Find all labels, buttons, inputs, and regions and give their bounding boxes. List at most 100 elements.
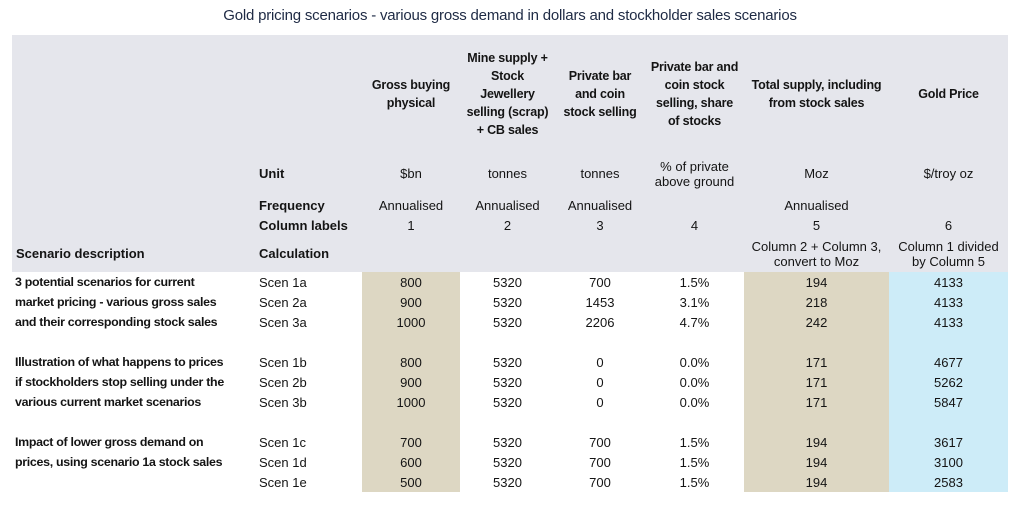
table-row: prices, using scenario 1a stock sales Sc… [12, 452, 1008, 472]
calculation-mine-supply [460, 235, 555, 272]
column-labels-row: Column labels 1 2 3 4 5 6 [12, 215, 1008, 235]
calculation-total-supply: Column 2 + Column 3, convert to Moz [744, 235, 889, 272]
corner-empty [12, 35, 255, 152]
col-header-private-bar-coin-share: Private bar and coin stock selling, shar… [645, 35, 744, 152]
scenario-description-cell [12, 412, 255, 432]
cell-mine-supply: 5320 [493, 354, 522, 370]
unit-gross-buying: $bn [362, 152, 460, 195]
scenario-label-cell: Scen 1b [259, 354, 307, 370]
cell-private-bar-coin: 700 [589, 434, 611, 450]
row-label-unit: Unit [255, 152, 362, 195]
cell-share-of-stocks: 0.0% [679, 394, 710, 410]
scenario-label-cell: Scen 1d [259, 454, 307, 470]
cell-share-of-stocks: 0.0% [679, 374, 710, 390]
cell-total-supply: 242 [744, 312, 889, 332]
calculation-private-bar-coin [555, 235, 645, 272]
scenario-label-cell: Scen 3a [259, 314, 307, 330]
column-number-2: 2 [460, 215, 555, 235]
scenario-label-cell: Scen 3b [259, 394, 307, 410]
scenario-label-cell [255, 412, 362, 432]
cell-share-of-stocks: 1.5% [679, 434, 710, 450]
scenario-description-cell: and their corresponding stock sales [15, 314, 218, 329]
cell-total-supply: 171 [744, 352, 889, 372]
unit-mine-supply: tonnes [460, 152, 555, 195]
row-label-column-labels: Column labels [255, 215, 362, 235]
empty-cell [12, 215, 255, 235]
table-row: Scen 1e 500 5320 700 1.5% 194 2583 [12, 472, 1008, 492]
col-header-private-bar-coin-selling: Private bar and coin stock selling [555, 35, 645, 152]
cell-share-of-stocks [645, 412, 744, 432]
cell-mine-supply: 5320 [493, 274, 522, 290]
scenario-description-heading: Scenario description [12, 235, 255, 272]
cell-gold-price: 5847 [889, 392, 1008, 412]
cell-gross-buying [362, 332, 460, 352]
scenario-description-cell: if stockholders stop selling under the [15, 374, 224, 389]
scenario-description-cell [12, 332, 255, 352]
cell-gold-price: 3617 [889, 432, 1008, 452]
cell-gold-price [889, 412, 1008, 432]
page-title: Gold pricing scenarios - various gross d… [223, 7, 797, 24]
cell-gold-price: 4133 [889, 292, 1008, 312]
calculation-row: Scenario description Calculation Column … [12, 235, 1008, 272]
column-header-row: Gross buying physical Mine supply + Stoc… [12, 35, 1008, 152]
row-label-calculation: Calculation [255, 235, 362, 272]
cell-gross-buying: 600 [362, 452, 460, 472]
empty-cell [12, 152, 255, 195]
scenario-description-cell: 3 potential scenarios for current [15, 274, 195, 289]
table-row: market pricing - various gross sales Sce… [12, 292, 1008, 312]
cell-gross-buying: 900 [362, 292, 460, 312]
scenario-label-cell [255, 332, 362, 352]
spacer-row [12, 332, 1008, 352]
cell-share-of-stocks: 4.7% [679, 314, 710, 330]
cell-total-supply [744, 332, 889, 352]
scenario-table: Gross buying physical Mine supply + Stoc… [12, 35, 1008, 492]
frequency-gross-buying: Annualised [362, 195, 460, 215]
cell-share-of-stocks: 1.5% [679, 454, 710, 470]
cell-mine-supply: 5320 [493, 434, 522, 450]
scenario-description-cell [12, 472, 255, 492]
cell-total-supply: 194 [744, 472, 889, 492]
col-header-gold-price: Gold Price [889, 35, 1008, 152]
cell-gross-buying: 900 [362, 372, 460, 392]
column-number-3: 3 [555, 215, 645, 235]
corner-empty [255, 35, 362, 152]
cell-total-supply: 194 [744, 272, 889, 292]
frequency-private-bar-coin: Annualised [555, 195, 645, 215]
cell-gross-buying: 1000 [362, 392, 460, 412]
unit-row: Unit $bn tonnes tonnes % of private abov… [12, 152, 1008, 195]
cell-share-of-stocks: 1.5% [679, 474, 710, 490]
cell-mine-supply: 5320 [493, 294, 522, 310]
cell-mine-supply: 5320 [493, 374, 522, 390]
cell-share-of-stocks: 0.0% [679, 354, 710, 370]
scenario-label-cell: Scen 2a [259, 294, 307, 310]
cell-private-bar-coin: 700 [589, 454, 611, 470]
scenario-description-cell: Impact of lower gross demand on [15, 434, 204, 449]
cell-total-supply [744, 412, 889, 432]
row-label-frequency: Frequency [255, 195, 362, 215]
col-header-mine-supply: Mine supply + Stock Jewellery selling (s… [460, 35, 555, 152]
col-header-gross-buying-physical: Gross buying physical [362, 35, 460, 152]
cell-mine-supply [460, 332, 555, 352]
scenario-label-cell: Scen 2b [259, 374, 307, 390]
cell-share-of-stocks: 3.1% [679, 294, 710, 310]
table-row: Illustration of what happens to prices S… [12, 352, 1008, 372]
cell-mine-supply [460, 412, 555, 432]
table-row: Impact of lower gross demand on Scen 1c … [12, 432, 1008, 452]
cell-total-supply: 194 [744, 432, 889, 452]
unit-total-supply: Moz [744, 152, 889, 195]
cell-gross-buying: 700 [362, 432, 460, 452]
cell-gross-buying: 500 [362, 472, 460, 492]
cell-gold-price: 3100 [889, 452, 1008, 472]
scenario-description-cell: various current market scenarios [15, 394, 201, 409]
cell-gold-price: 4133 [889, 312, 1008, 332]
scenario-description-cell: market pricing - various gross sales [15, 294, 217, 309]
cell-gold-price: 5262 [889, 372, 1008, 392]
cell-share-of-stocks [645, 332, 744, 352]
empty-cell [12, 195, 255, 215]
cell-private-bar-coin: 700 [589, 474, 611, 490]
cell-total-supply: 218 [744, 292, 889, 312]
cell-total-supply: 171 [744, 372, 889, 392]
cell-total-supply: 171 [744, 392, 889, 412]
scenario-description-cell: Illustration of what happens to prices [15, 354, 224, 369]
